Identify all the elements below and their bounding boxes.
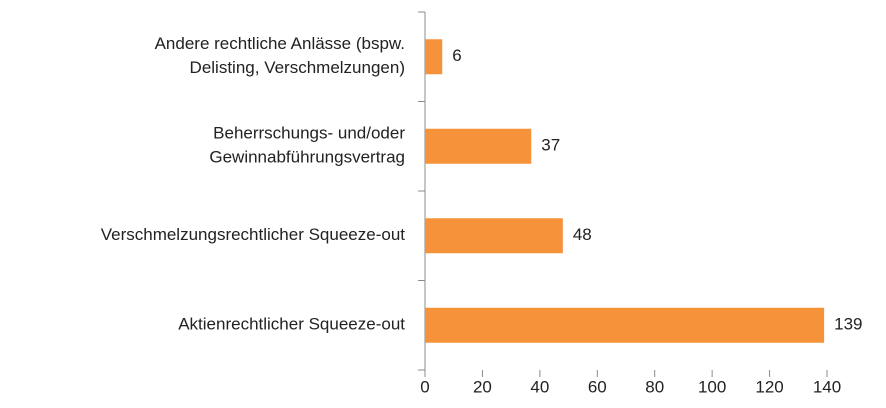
y-tick-label: Beherrschungs- und/oder bbox=[213, 124, 405, 143]
x-tick-label: 40 bbox=[530, 377, 549, 396]
value-label: 48 bbox=[573, 225, 592, 244]
bar bbox=[425, 39, 443, 75]
y-tick-label: Gewinnabführungsvertrag bbox=[209, 148, 405, 167]
y-tick-label: Delisting, Verschmelzungen) bbox=[190, 58, 405, 77]
x-tick-label: 20 bbox=[473, 377, 492, 396]
x-tick-label: 0 bbox=[420, 377, 429, 396]
bar bbox=[425, 307, 825, 343]
x-tick-label: 60 bbox=[588, 377, 607, 396]
value-label: 6 bbox=[452, 46, 461, 65]
bar bbox=[425, 128, 532, 164]
y-tick-label: Aktienrechtlicher Squeeze-out bbox=[178, 315, 405, 334]
value-label: 139 bbox=[834, 315, 862, 334]
x-tick-label: 120 bbox=[755, 377, 783, 396]
x-tick-label: 80 bbox=[645, 377, 664, 396]
y-tick-label: Verschmelzungsrechtlicher Squeeze-out bbox=[101, 225, 406, 244]
x-tick-label: 140 bbox=[813, 377, 841, 396]
x-tick-label: 100 bbox=[698, 377, 726, 396]
value-label: 37 bbox=[541, 136, 560, 155]
bar bbox=[425, 218, 563, 254]
y-tick-label: Andere rechtliche Anlässe (bspw. bbox=[155, 34, 405, 53]
